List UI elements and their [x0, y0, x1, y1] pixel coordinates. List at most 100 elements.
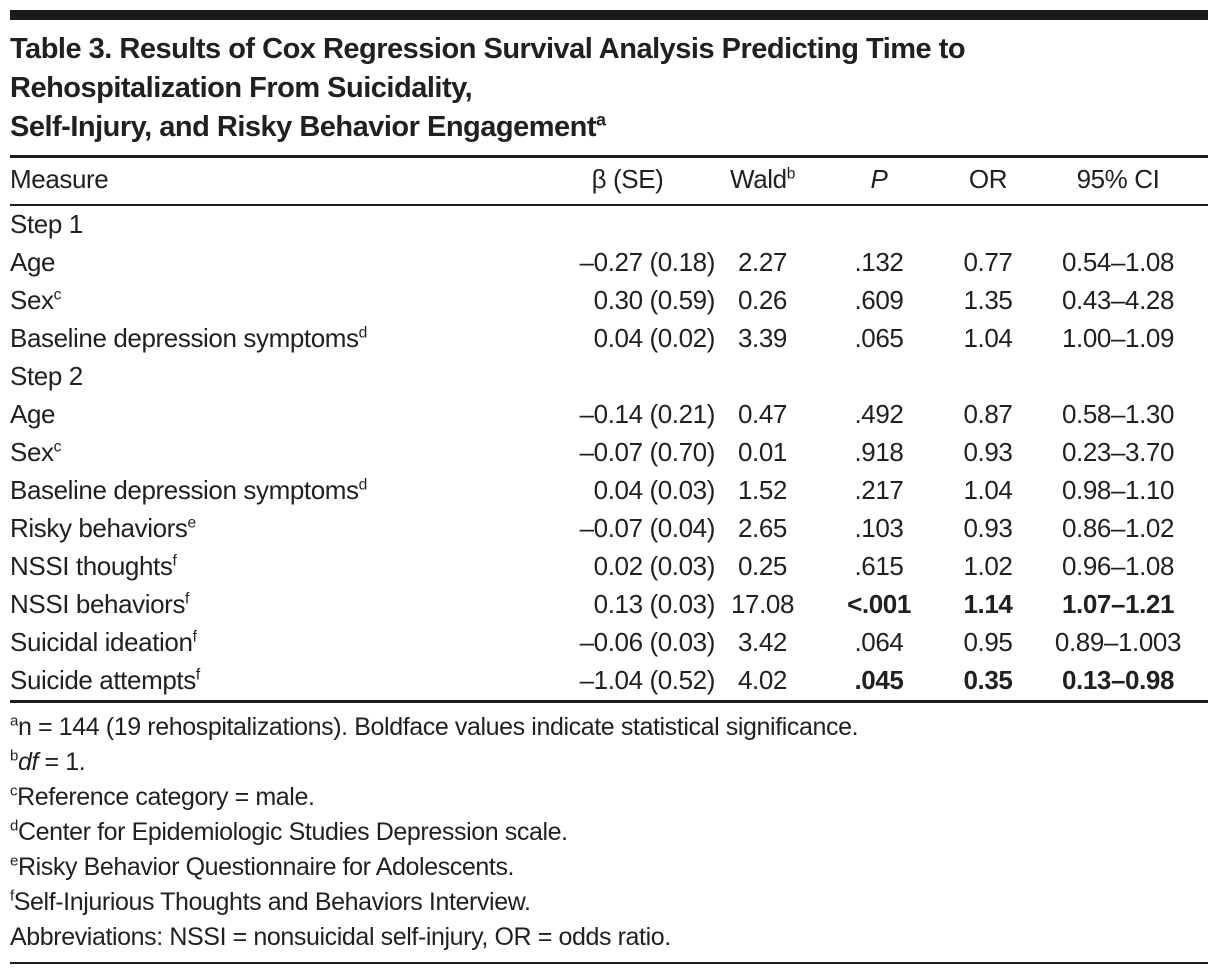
p-cell: .918 — [854, 437, 904, 468]
table-bottom-border — [10, 961, 1208, 964]
p-cell: .132 — [854, 247, 904, 278]
measure-footnote-marker: f — [172, 552, 177, 570]
ci-cell: 0.54–1.08 — [1061, 247, 1175, 278]
col-header-or: OR — [948, 154, 1028, 206]
measure-label: Baseline depression symptoms — [10, 475, 359, 506]
measure-label: NSSI behaviors — [10, 589, 186, 620]
table-row-step2-baseline-depression: Baseline depression symptomsd 0.04 (0.03… — [10, 472, 1208, 510]
footnote-b: bdf = 1. — [10, 745, 1208, 780]
measure-label: Suicidal ideation — [10, 627, 193, 658]
measure-label: Age — [10, 247, 56, 278]
table-row-step2-suicidal-ideation: Suicidal ideationf –0.06 (0.03) 3.42 .06… — [10, 624, 1208, 662]
wald-cell: 0.47 — [737, 399, 787, 430]
col-header-beta-se: β (SE) — [540, 154, 715, 206]
ci-cell: 0.86–1.02 — [1061, 513, 1175, 544]
p-cell: .064 — [854, 627, 904, 658]
beta-se-cell: –1.04 (0.52) — [540, 661, 715, 703]
ci-cell: 0.58–1.30 — [1061, 399, 1175, 430]
wald-cell: 17.08 — [730, 589, 795, 620]
wald-cell: 0.01 — [737, 437, 787, 468]
footnote-marker: d — [10, 817, 18, 835]
group-label: Step 2 — [10, 361, 83, 392]
beta-se-cell: –0.07 (0.04) — [579, 513, 716, 544]
measure-cell: Suicide attemptsf — [10, 661, 540, 703]
measure-label: Suicide attempts — [10, 665, 196, 696]
wald-cell: 2.27 — [737, 247, 787, 278]
table-row-step1-age: Age –0.27 (0.18) 2.27 .132 0.77 0.54–1.0… — [10, 244, 1208, 282]
p-cell: .065 — [854, 323, 904, 354]
col-header-measure: Measure — [10, 154, 540, 206]
footnote-text: Reference category = male. — [17, 782, 315, 811]
group-row-step2: Step 2 — [10, 358, 1208, 396]
measure-cell: Sexc — [10, 434, 540, 472]
beta-se-cell: 0.04 (0.02) — [593, 323, 716, 354]
measure-cell: Baseline depression symptomsd — [10, 472, 540, 510]
measure-label: Sex — [10, 285, 54, 316]
col-header-wald: Waldb — [715, 154, 810, 206]
beta-se-cell: –0.27 (0.18) — [579, 247, 716, 278]
footnote-text: Center for Epidemiologic Studies Depress… — [17, 817, 568, 846]
header-row: Measure β (SE) Waldb P OR 95% CI — [10, 154, 1208, 206]
ci-cell: 0.43–4.28 — [1061, 285, 1175, 316]
footnote-f: fSelf-Injurious Thoughts and Behaviors I… — [10, 885, 1208, 920]
beta-se-cell: –0.07 (0.70) — [579, 437, 716, 468]
wald-cell: 0.26 — [737, 285, 787, 316]
or-cell: 0.93 — [963, 437, 1013, 468]
measure-footnote-marker: d — [358, 476, 368, 494]
footnote-e: eRisky Behavior Questionnaire for Adoles… — [10, 850, 1208, 885]
or-cell-significant: 1.14 — [963, 589, 1013, 620]
wald-cell: 2.65 — [737, 513, 787, 544]
footnote-text: Abbreviations: NSSI = nonsuicidal self-i… — [10, 922, 671, 951]
or-cell: 0.95 — [963, 627, 1013, 658]
footnote-marker: c — [10, 782, 18, 800]
table-title-line1: Table 3. Results of Cox Regression Survi… — [10, 33, 966, 65]
measure-cell: Sexc — [10, 282, 540, 320]
table-row-step1-baseline-depression: Baseline depression symptomsd 0.04 (0.02… — [10, 320, 1208, 358]
ci-cell: 0.96–1.08 — [1061, 551, 1175, 582]
footnote-marker: f — [10, 887, 14, 905]
footnote-text: = 1. — [38, 747, 86, 776]
col-header-wald-label: Wald — [730, 163, 787, 194]
footnote-d: dCenter for Epidemiologic Studies Depres… — [10, 815, 1208, 850]
p-cell: .615 — [854, 551, 904, 582]
measure-label: Risky behaviors — [10, 513, 188, 544]
table-title: Table 3. Results of Cox Regression Survi… — [10, 30, 1208, 147]
group-row-step1: Step 1 — [10, 205, 1208, 244]
ci-cell-significant: 1.07–1.21 — [1061, 589, 1175, 620]
measure-label: Sex — [10, 437, 54, 468]
table-top-border — [10, 10, 1208, 20]
or-cell-significant: 0.35 — [948, 661, 1028, 703]
measure-footnote-marker: f — [192, 628, 197, 646]
measure-label: Age — [10, 399, 56, 430]
table-row-step2-sex: Sexc –0.07 (0.70) 0.01 .918 0.93 0.23–3.… — [10, 434, 1208, 472]
measure-label: Baseline depression symptoms — [10, 323, 359, 354]
footnote-text: n = 144 (19 rehospitalizations). Boldfac… — [17, 712, 859, 741]
table-title-footnote-marker: a — [596, 109, 606, 130]
table-row-step2-suicide-attempts: Suicide attemptsf –1.04 (0.52) 4.02 .045… — [10, 661, 1208, 703]
measure-cell: NSSI behaviorsf — [10, 586, 540, 624]
beta-se-cell: –0.14 (0.21) — [579, 399, 716, 430]
or-cell: 1.04 — [963, 475, 1013, 506]
measure-footnote-marker: f — [185, 590, 189, 608]
footnote-c: cReference category = male. — [10, 780, 1208, 815]
p-cell: .609 — [854, 285, 904, 316]
wald-cell: 3.42 — [737, 627, 787, 658]
col-header-ci: 95% CI — [1028, 154, 1208, 206]
table-title-line2: Rehospitalization From Suicidality, — [10, 71, 473, 104]
footnote-text: Self-Injurious Thoughts and Behaviors In… — [13, 887, 531, 916]
p-cell: .103 — [854, 513, 904, 544]
measure-footnote-marker: f — [195, 666, 200, 684]
table-row-step1-sex: Sexc 0.30 (0.59) 0.26 .609 1.35 0.43–4.2… — [10, 282, 1208, 320]
ci-cell: 0.23–3.70 — [1061, 437, 1175, 468]
table-title-line3: Self-Injury, and Risky Behavior Engageme… — [10, 110, 597, 143]
ci-cell: 0.89–1.003 — [1054, 627, 1182, 658]
footnote-marker: a — [10, 712, 18, 730]
table-row-step2-nssi-behaviors: NSSI behaviorsf 0.13 (0.03) 17.08 <.001 … — [10, 586, 1208, 624]
wald-cell: 1.52 — [737, 475, 787, 506]
or-cell: 0.77 — [963, 247, 1013, 278]
measure-footnote-marker: c — [53, 438, 62, 456]
table-row-step2-risky-behaviors: Risky behaviorse –0.07 (0.04) 2.65 .103 … — [10, 510, 1208, 548]
measure-footnote-marker: d — [358, 324, 368, 342]
p-cell-significant: .045 — [810, 661, 948, 703]
